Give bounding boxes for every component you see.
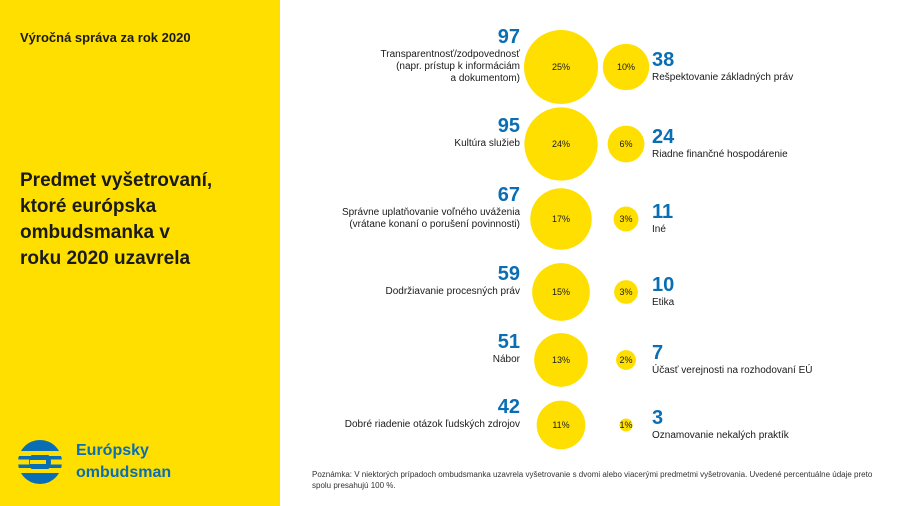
bubble-left-0 <box>524 30 598 104</box>
footnote: Poznámka: V niektorých prípadoch ombudsm… <box>312 470 873 490</box>
percent-label-left-1: 24% <box>552 139 570 149</box>
count-value-left-5: 42 <box>498 396 520 418</box>
bubble-left-5 <box>536 400 586 450</box>
category-label-left-3-0: Dodržiavanie procesných práv <box>385 286 520 297</box>
percent-label-right-1: 6% <box>619 139 632 149</box>
percent-label-left-3: 15% <box>552 287 570 297</box>
count-value-right-1: 24 <box>652 126 675 148</box>
bubble-left-3 <box>532 263 590 321</box>
count-value-right-4: 7 <box>652 342 663 364</box>
count-value-right-0: 38 <box>652 49 674 71</box>
category-label-right-0-0: Rešpektovanie základných práv <box>652 72 793 83</box>
category-label-left-1-0: Kultúra služieb <box>454 138 520 149</box>
ombudsman-logo-icon <box>18 440 62 484</box>
category-label-left-0-1: (napr. prístup k informáciám <box>396 61 520 72</box>
report-label: Výročná správa za rok 2020 <box>20 30 191 45</box>
percent-label-left-5: 11% <box>552 420 569 430</box>
category-label-left-2-0: Správne uplatňovanie voľného uváženia <box>342 207 520 218</box>
category-label-right-3-0: Etika <box>652 297 675 308</box>
category-label-right-4-0: Účasť verejnosti na rozhodovaní EÚ <box>652 363 813 376</box>
percent-label-right-3: 3% <box>619 287 632 297</box>
percent-label-right-0: 10% <box>617 62 635 72</box>
bubble-right-0 <box>602 43 650 91</box>
count-value-right-5: 3 <box>652 407 663 429</box>
count-value-left-2: 67 <box>498 184 520 206</box>
category-label-left-0-2: a dokumentom) <box>451 73 520 84</box>
category-label-right-5-0: Oznamovanie nekalých praktík <box>652 430 790 441</box>
category-label-left-4-0: Nábor <box>493 354 521 365</box>
left-panel: Výročná správa za rok 2020 Predmet vyšet… <box>0 0 280 506</box>
category-label-right-1-0: Riadne finančné hospodárenie <box>652 149 788 160</box>
page-title: Predmet vyšetrovaní, ktoré európska ombu… <box>20 170 213 269</box>
bubble-right-2 <box>613 206 639 232</box>
bubble-left-4 <box>534 333 588 387</box>
brand-name: Európsky ombudsman <box>76 442 172 481</box>
bubble-left-1 <box>524 107 598 181</box>
bubble-left-2 <box>530 188 592 250</box>
count-value-left-4: 51 <box>498 331 520 353</box>
count-value-right-2: 11 <box>652 201 673 223</box>
percent-label-right-5: 1% <box>619 420 632 430</box>
count-value-left-3: 59 <box>498 263 520 285</box>
percent-label-right-4: 2% <box>619 355 632 365</box>
category-label-left-5-0: Dobré riadenie otázok ľudských zdrojov <box>345 419 520 430</box>
percent-label-left-0: 25% <box>552 62 570 72</box>
subject-bubble-chart: 25% 97Transparentnosť/zodpovednosť(napr. … <box>342 26 813 450</box>
count-value-left-0: 97 <box>498 26 520 48</box>
bubble-right-3 <box>614 280 638 304</box>
percent-label-left-2: 17% <box>552 214 570 224</box>
bubble-right-5 <box>619 418 633 432</box>
category-label-left-0-0: Transparentnosť/zodpovednosť <box>381 49 521 60</box>
bubble-right-4 <box>616 350 636 370</box>
count-value-left-1: 95 <box>498 115 520 137</box>
percent-label-right-2: 3% <box>619 214 632 224</box>
count-value-right-3: 10 <box>652 274 674 296</box>
percent-label-left-4: 13% <box>552 355 570 365</box>
bubble-right-1 <box>607 125 645 163</box>
category-label-right-2-0: Iné <box>652 224 666 235</box>
category-label-left-2-1: (vrátane konaní o porušení povinnosti) <box>349 219 520 230</box>
